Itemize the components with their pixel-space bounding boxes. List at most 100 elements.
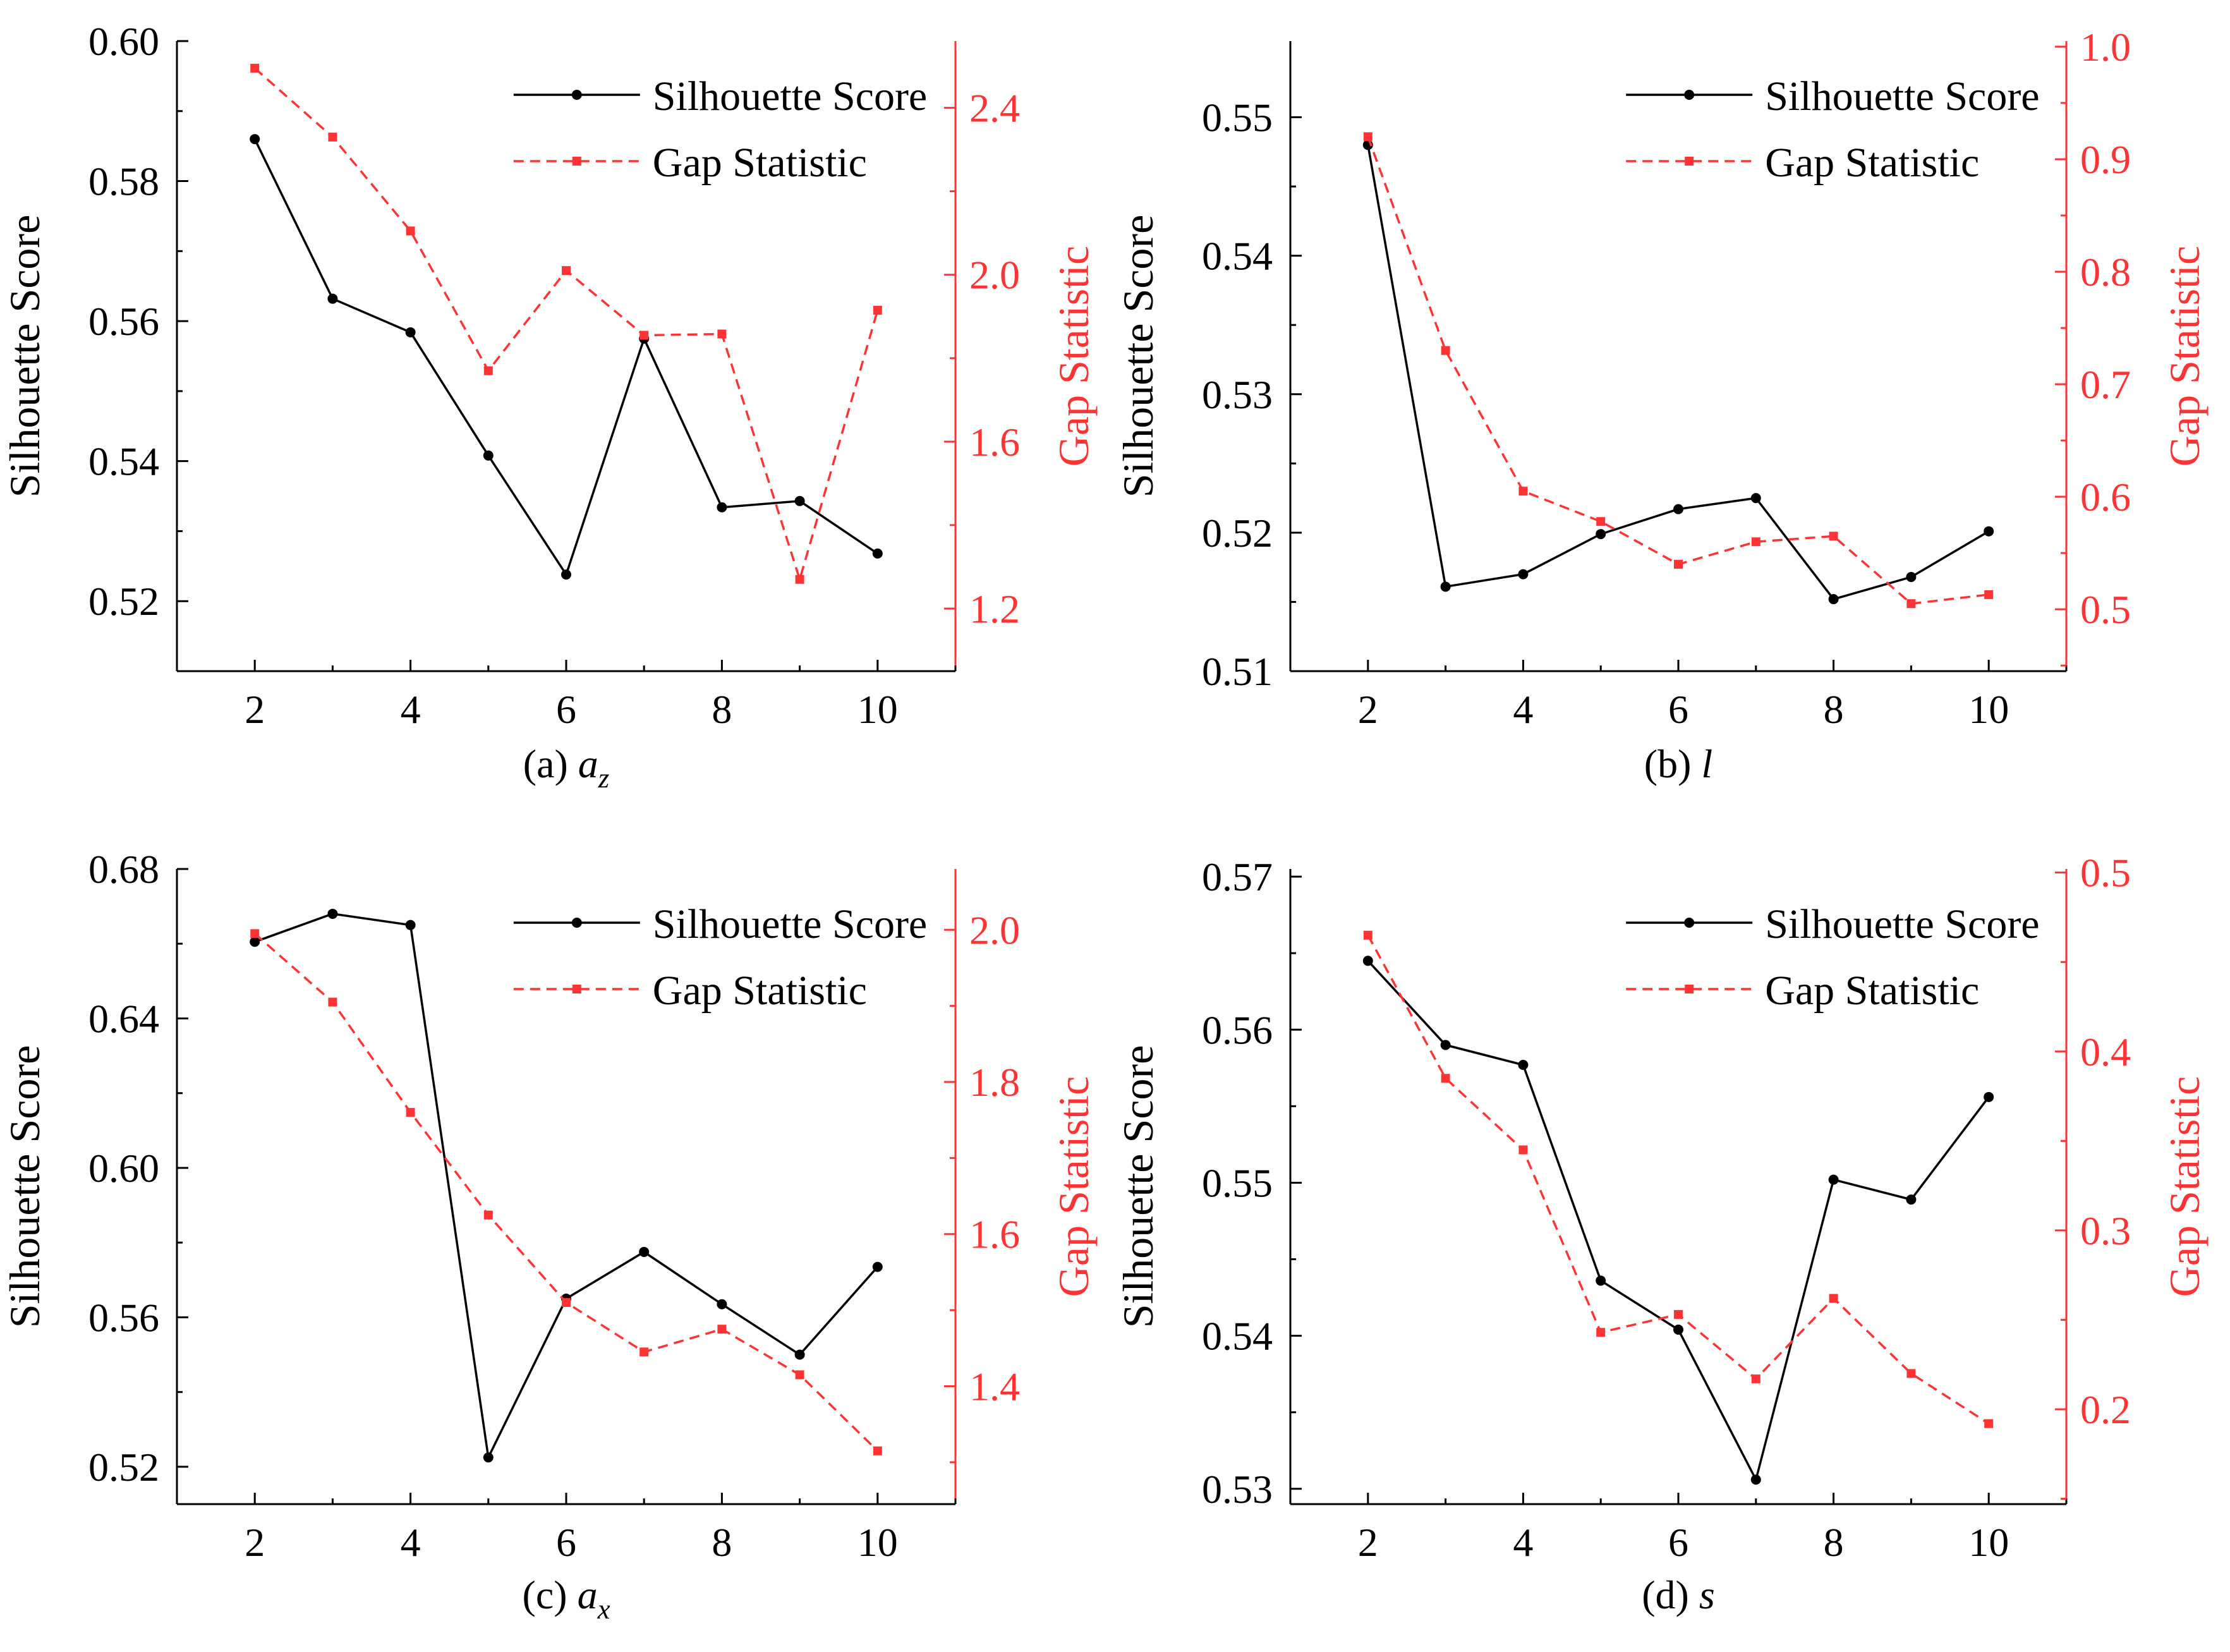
caption-variable: s (1699, 1572, 1715, 1617)
gap-statistic-point (717, 1325, 726, 1333)
x-tick-label: 6 (556, 687, 576, 732)
gap-statistic-point (1596, 517, 1605, 526)
panel-caption: (c) ax (523, 1572, 610, 1625)
silhouette-score-point (483, 1452, 494, 1462)
legend-label: Gap Statistic (653, 140, 867, 186)
silhouette-score-point (1751, 493, 1761, 503)
legend-swatch-marker (1685, 157, 1694, 166)
silhouette-score-point (1829, 594, 1839, 604)
gap-statistic-point (1518, 1145, 1527, 1154)
y2-tick-label: 2.0 (969, 908, 1020, 952)
y-axis-title: Silhouette Score (1114, 215, 1162, 498)
x-tick-label: 8 (712, 1520, 732, 1565)
x-tick-label: 2 (245, 1520, 265, 1565)
y-tick-label: 0.56 (1202, 1007, 1273, 1052)
chart-panel-d: 2 4 6 8 10 0.53 0.54 0.55 0.56 0.57 0.2 0.3 0.4 0.5 Si… (1114, 851, 2209, 1617)
silhouette-score-line (1368, 961, 1989, 1479)
silhouette-score-point (639, 1247, 649, 1257)
gap-statistic-point (250, 64, 259, 73)
y-axis-title: Silhouette Score (1, 1045, 49, 1328)
silhouette-score-point (1984, 526, 1994, 537)
silhouette-score-point (1906, 572, 1916, 582)
y-tick-label: 0.52 (1202, 511, 1273, 556)
y-tick-label: 0.55 (1202, 95, 1273, 140)
gap-statistic-point (873, 306, 882, 315)
gap-statistic-point (1752, 1375, 1760, 1383)
x-tick-label: 4 (1513, 1520, 1533, 1565)
legend-label: Silhouette Score (653, 901, 927, 947)
panel-caption: (b) l (1644, 741, 1712, 786)
y2-tick-label: 1.6 (969, 1212, 1020, 1257)
legend-swatch-marker (572, 918, 582, 928)
gap-statistic-point (796, 575, 804, 584)
gap-statistic-point (639, 331, 648, 339)
panel-caption: (a) az (523, 741, 609, 794)
y2-tick-label: 2.4 (969, 86, 1020, 131)
y-tick-label: 0.54 (1202, 1314, 1273, 1359)
gap-statistic-point (406, 1108, 415, 1117)
gap-statistic-point (328, 133, 337, 142)
y2-axis-title: Gap Statistic (1050, 246, 1098, 466)
legend-swatch-marker (573, 157, 581, 166)
silhouette-score-point (483, 451, 494, 461)
silhouette-score-point (1441, 1040, 1451, 1050)
legend-label: Silhouette Score (653, 73, 927, 119)
silhouette-score-point (327, 909, 337, 919)
caption-prefix: (d) (1642, 1572, 1699, 1617)
gap-statistic-point (1984, 1419, 1993, 1428)
gap-statistic-point (1364, 931, 1373, 940)
silhouette-score-point (795, 1350, 805, 1360)
x-tick-label: 10 (857, 1520, 898, 1565)
legend-swatch-marker (1684, 90, 1694, 100)
y2-tick-label: 1.6 (969, 420, 1020, 465)
y-tick-label: 0.53 (1202, 1467, 1273, 1512)
silhouette-score-line (255, 139, 878, 574)
y2-tick-label: 1.8 (969, 1060, 1020, 1105)
y2-tick-label: 0.4 (2080, 1029, 2131, 1074)
gap-statistic-point (406, 226, 415, 235)
legend: Silhouette Score Gap Statistic (1626, 73, 2039, 186)
y-tick-label: 0.55 (1202, 1160, 1273, 1205)
x-tick-label: 10 (1968, 1520, 2009, 1565)
gap-statistic-point (1906, 599, 1915, 608)
y-tick-label: 0.52 (88, 579, 159, 624)
silhouette-score-line (1368, 145, 1989, 599)
gap-statistic-line (1368, 137, 1989, 604)
silhouette-score-point (717, 502, 727, 513)
x-tick-label: 4 (401, 1520, 421, 1565)
y-tick-label: 0.54 (1202, 234, 1273, 279)
gap-statistic-point (1441, 1074, 1450, 1083)
legend-label: Silhouette Score (1765, 73, 2039, 119)
y-tick-label: 0.51 (1202, 649, 1273, 694)
y2-tick-label: 0.7 (2080, 362, 2131, 407)
x-tick-label: 2 (1358, 687, 1378, 732)
gap-statistic-point (484, 1211, 493, 1220)
silhouette-score-point (327, 294, 337, 304)
x-tick-label: 2 (245, 687, 265, 732)
silhouette-score-point (1518, 1060, 1528, 1070)
silhouette-score-point (250, 937, 260, 947)
silhouette-score-point (250, 134, 260, 144)
legend-label: Gap Statistic (1765, 968, 1979, 1014)
chart-panel-b: 2 4 6 8 10 0.51 0.52 0.53 0.54 0.55 0.5 0.6 0.7 0.8 0.… (1114, 25, 2209, 786)
x-tick-label: 8 (1824, 1520, 1844, 1565)
caption-variable: a (578, 741, 598, 786)
legend-swatch-marker (572, 90, 582, 100)
y2-tick-label: 0.9 (2080, 137, 2131, 182)
x-tick-label: 6 (1668, 687, 1688, 732)
y2-tick-label: 0.6 (2080, 475, 2131, 519)
y2-tick-label: 1.0 (2080, 25, 2131, 70)
y-tick-label: 0.57 (1202, 854, 1273, 899)
gap-statistic-point (717, 330, 726, 339)
caption-prefix: (b) (1644, 741, 1702, 786)
x-tick-label: 8 (712, 687, 732, 732)
x-tick-label: 10 (857, 687, 898, 732)
y2-axis-title: Gap Statistic (2160, 246, 2209, 466)
y2-axis-title: Gap Statistic (2160, 1076, 2209, 1297)
gap-statistic-point (873, 1447, 882, 1455)
x-tick-label: 10 (1968, 687, 2009, 732)
x-tick-label: 2 (1358, 1520, 1378, 1565)
y-tick-label: 0.56 (88, 299, 159, 344)
legend: Silhouette Score Gap Statistic (514, 901, 927, 1014)
